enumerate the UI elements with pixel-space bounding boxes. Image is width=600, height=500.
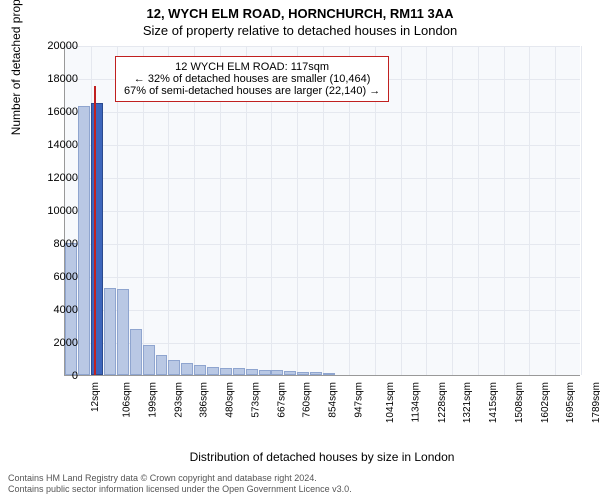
x-tick-label: 480sqm — [225, 382, 236, 418]
y-tick-label: 0 — [28, 370, 78, 382]
x-tick-label: 1134sqm — [410, 382, 421, 422]
footer-line2: Contains public sector information licen… — [8, 484, 352, 496]
histogram-bar — [91, 103, 103, 375]
chart-container: 12 WYCH ELM ROAD: 117sqm← 32% of detache… — [64, 46, 580, 418]
x-tick-label: 573sqm — [250, 382, 261, 418]
histogram-bar — [297, 372, 309, 375]
x-tick-label: 760sqm — [302, 382, 313, 418]
x-tick-label: 199sqm — [147, 382, 158, 418]
histogram-bar — [246, 369, 258, 375]
annotation-line: 12 WYCH ELM ROAD: 117sqm — [124, 61, 380, 73]
y-tick-label: 2000 — [28, 337, 78, 349]
y-tick-label: 16000 — [28, 106, 78, 118]
x-axis-label: Distribution of detached houses by size … — [64, 450, 580, 464]
x-tick-label: 854sqm — [328, 382, 339, 418]
gridline-v — [452, 46, 453, 375]
annotation-line: 67% of semi-detached houses are larger (… — [124, 85, 380, 97]
x-tick-label: 106sqm — [122, 382, 133, 418]
footer: Contains HM Land Registry data © Crown c… — [8, 473, 352, 496]
x-tick-label: 1321sqm — [462, 382, 473, 423]
x-tick-label: 1041sqm — [385, 382, 396, 423]
histogram-bar — [323, 373, 335, 375]
gridline-v — [555, 46, 556, 375]
histogram-bar — [310, 372, 322, 375]
y-tick-label: 10000 — [28, 205, 78, 217]
chart-title: 12, WYCH ELM ROAD, HORNCHURCH, RM11 3AA — [0, 0, 600, 21]
histogram-bar — [156, 355, 168, 375]
y-tick-label: 4000 — [28, 304, 78, 316]
histogram-bar — [117, 289, 129, 375]
gridline-v — [478, 46, 479, 375]
gridline-v — [504, 46, 505, 375]
plot-area: 12 WYCH ELM ROAD: 117sqm← 32% of detache… — [64, 46, 580, 376]
chart-subtitle: Size of property relative to detached ho… — [0, 21, 600, 42]
histogram-bar — [233, 368, 245, 375]
histogram-bar — [143, 345, 155, 375]
x-tick-label: 667sqm — [276, 382, 287, 418]
y-tick-label: 6000 — [28, 271, 78, 283]
histogram-bar — [194, 365, 206, 375]
histogram-bar — [181, 363, 193, 375]
histogram-bar — [207, 367, 219, 375]
gridline-v — [529, 46, 530, 375]
y-axis-label: Number of detached properties — [9, 0, 23, 135]
x-tick-label: 1602sqm — [540, 382, 551, 423]
x-tick-label: 1228sqm — [437, 382, 448, 423]
gridline-v — [581, 46, 582, 375]
y-tick-label: 8000 — [28, 238, 78, 250]
histogram-bar — [168, 360, 180, 375]
gridline-v — [401, 46, 402, 375]
histogram-bar — [78, 106, 90, 375]
x-tick-label: 386sqm — [199, 382, 210, 418]
x-tick-label: 1508sqm — [514, 382, 525, 423]
histogram-bar — [259, 370, 271, 375]
annotation-line: ← 32% of detached houses are smaller (10… — [124, 73, 380, 85]
x-tick-label: 1415sqm — [488, 382, 499, 423]
x-tick-label: 947sqm — [354, 382, 365, 418]
histogram-bar — [130, 329, 142, 375]
x-tick-label: 12sqm — [90, 382, 101, 412]
x-tick-label: 293sqm — [173, 382, 184, 418]
y-tick-label: 12000 — [28, 172, 78, 184]
y-tick-label: 14000 — [28, 139, 78, 151]
histogram-bar — [271, 370, 283, 375]
x-tick-label: 1789sqm — [591, 382, 600, 423]
marker-line — [94, 86, 96, 375]
y-tick-label: 18000 — [28, 73, 78, 85]
footer-line1: Contains HM Land Registry data © Crown c… — [8, 473, 352, 485]
histogram-bar — [220, 368, 232, 375]
gridline-v — [426, 46, 427, 375]
y-tick-label: 20000 — [28, 40, 78, 52]
histogram-bar — [104, 288, 116, 375]
annotation-box: 12 WYCH ELM ROAD: 117sqm← 32% of detache… — [115, 56, 389, 102]
x-tick-label: 1695sqm — [566, 382, 577, 423]
histogram-bar — [284, 371, 296, 375]
